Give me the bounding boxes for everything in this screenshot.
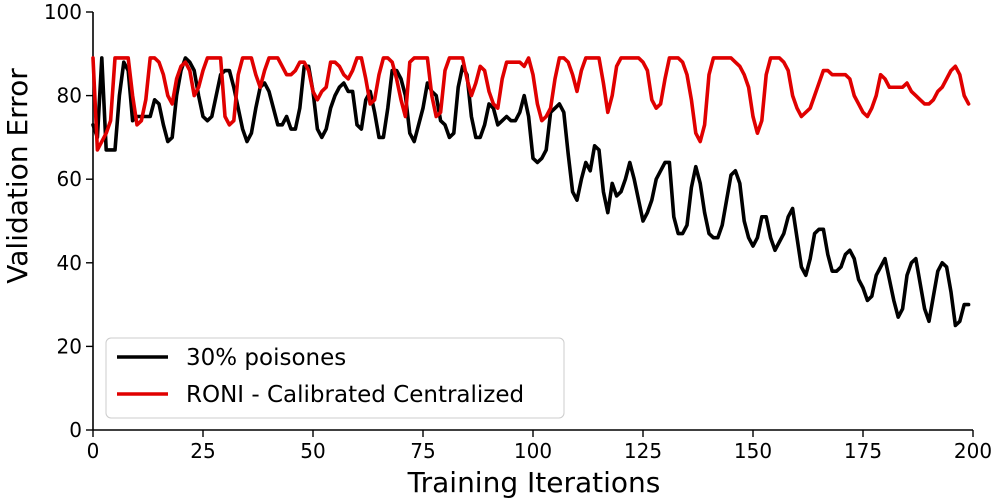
x-axis-title: Training Iterations — [407, 466, 661, 499]
x-tick-label: 100 — [514, 439, 552, 463]
series-line-30-percent-poisones — [91, 56, 971, 328]
x-tick-label: 150 — [734, 439, 772, 463]
x-tick-label: 50 — [300, 439, 325, 463]
y-tick-label: 60 — [57, 167, 82, 191]
legend-label-30-percent-poisones: 30% poisones — [186, 345, 346, 371]
y-tick-label: 100 — [44, 0, 82, 24]
legend-box — [105, 337, 565, 419]
x-tick-label: 125 — [624, 439, 662, 463]
x-tick-label: 200 — [954, 439, 992, 463]
x-tick-label: 175 — [844, 439, 882, 463]
legend-label-roni-calibrated-centralized: RONI - Calibrated Centralized — [186, 382, 524, 408]
x-tick-label: 0 — [87, 439, 100, 463]
legend: 30% poisones RONI - Calibrated Centraliz… — [105, 337, 565, 419]
y-tick-label: 20 — [57, 334, 82, 358]
y-tick-label: 80 — [57, 84, 82, 108]
y-tick-label: 0 — [69, 418, 82, 442]
x-tick-label: 25 — [190, 439, 215, 463]
y-axis: 0 20 40 60 80 100 — [44, 0, 94, 442]
y-axis-title: Validation Error — [1, 68, 34, 284]
y-tick-label: 40 — [57, 251, 82, 275]
series-layer — [91, 56, 971, 328]
series-line-roni-calibrated-centralized — [91, 56, 971, 152]
x-axis: 0 25 50 75 100 125 150 175 200 — [87, 429, 992, 463]
x-tick-label: 75 — [410, 439, 435, 463]
